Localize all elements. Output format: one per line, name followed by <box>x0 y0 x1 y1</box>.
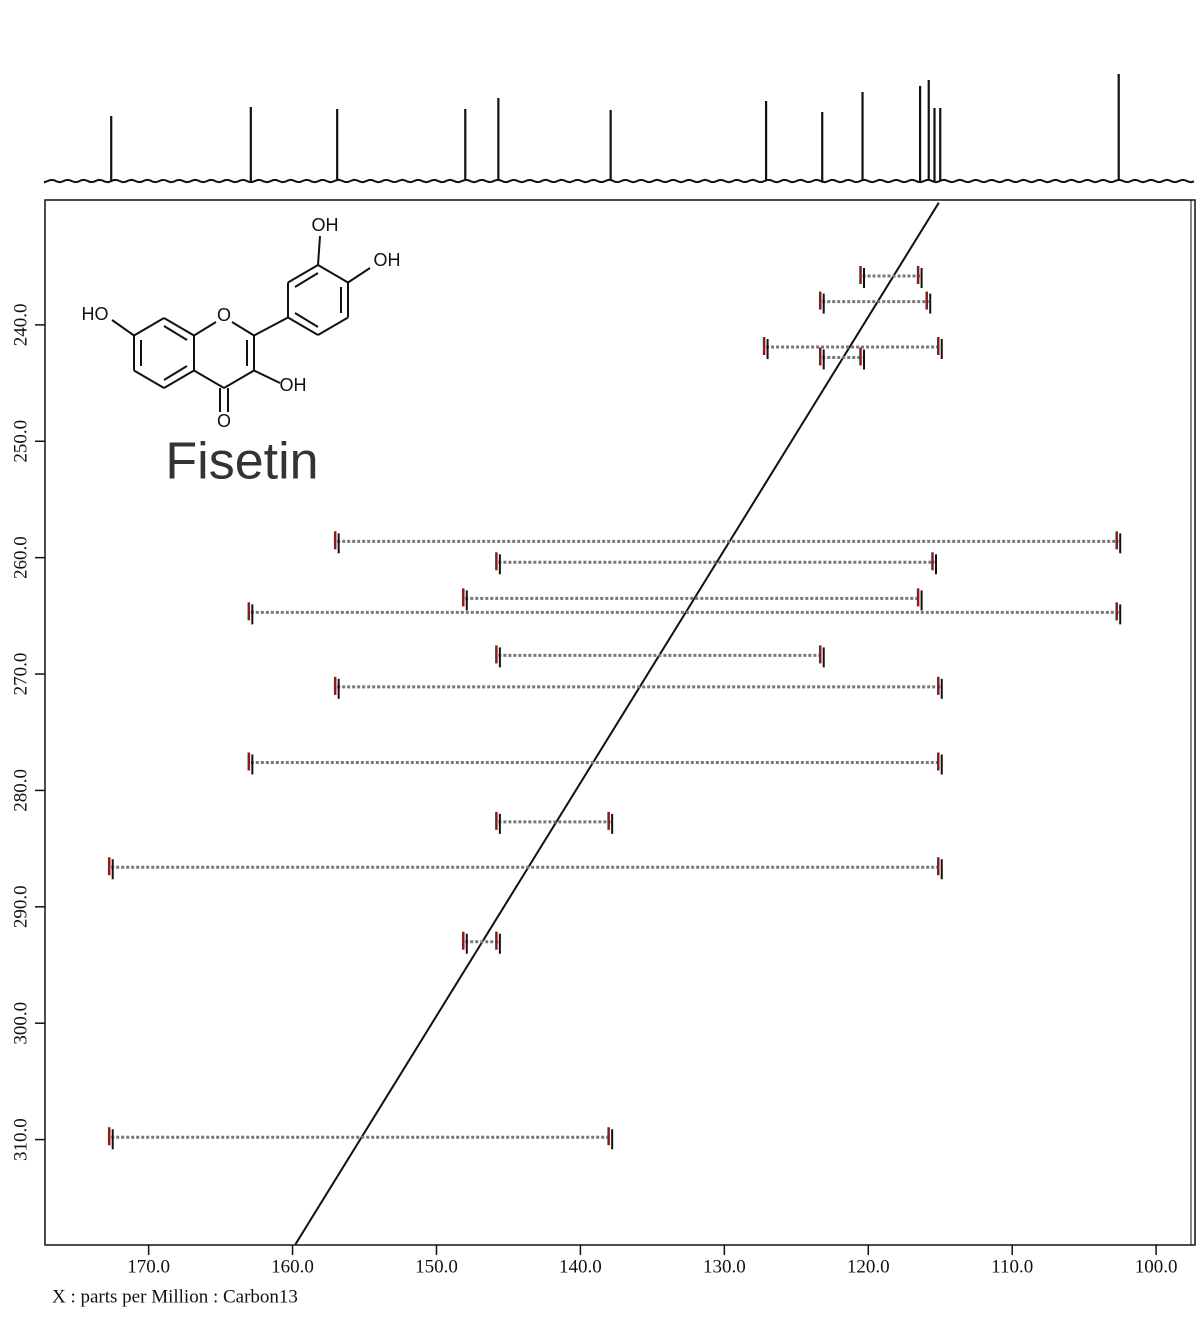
y-tick-label: 290.0 <box>10 885 31 928</box>
atom-label: OH <box>312 215 339 235</box>
x-tick-label: 170.0 <box>127 1256 170 1277</box>
atom-label: OH <box>374 250 401 270</box>
atom-label: O <box>217 411 231 431</box>
y-tick-label: 260.0 <box>10 536 31 579</box>
y-tick-label: 300.0 <box>10 1002 31 1045</box>
x-tick-label: 100.0 <box>1135 1256 1178 1277</box>
atom-label: HO <box>82 304 109 324</box>
spectrum-baseline <box>44 178 1195 184</box>
x-tick-label: 160.0 <box>271 1256 314 1277</box>
y-tick-label: 240.0 <box>10 304 31 347</box>
x-axis-title: X : parts per Million : Carbon13 <box>52 1286 298 1307</box>
x-tick-label: 110.0 <box>991 1256 1033 1277</box>
structure: OH OH HO O O OH Fisetin <box>82 215 401 491</box>
y-tick-label: 270.0 <box>10 653 31 696</box>
x-tick-label: 130.0 <box>703 1256 746 1277</box>
plot-frame <box>44 199 1196 1246</box>
y-tick-label: 280.0 <box>10 769 31 812</box>
diagonal <box>294 202 940 1245</box>
atom-label: O <box>217 305 231 325</box>
y-tick-label: 310.0 <box>10 1118 31 1161</box>
x-tick-label: 140.0 <box>559 1256 602 1277</box>
y-tick-label: 250.0 <box>10 420 31 463</box>
x-tick-label: 150.0 <box>415 1256 458 1277</box>
x-tick-label: 120.0 <box>847 1256 890 1277</box>
atom-label: OH <box>280 375 307 395</box>
compound-name: Fisetin <box>165 433 318 491</box>
